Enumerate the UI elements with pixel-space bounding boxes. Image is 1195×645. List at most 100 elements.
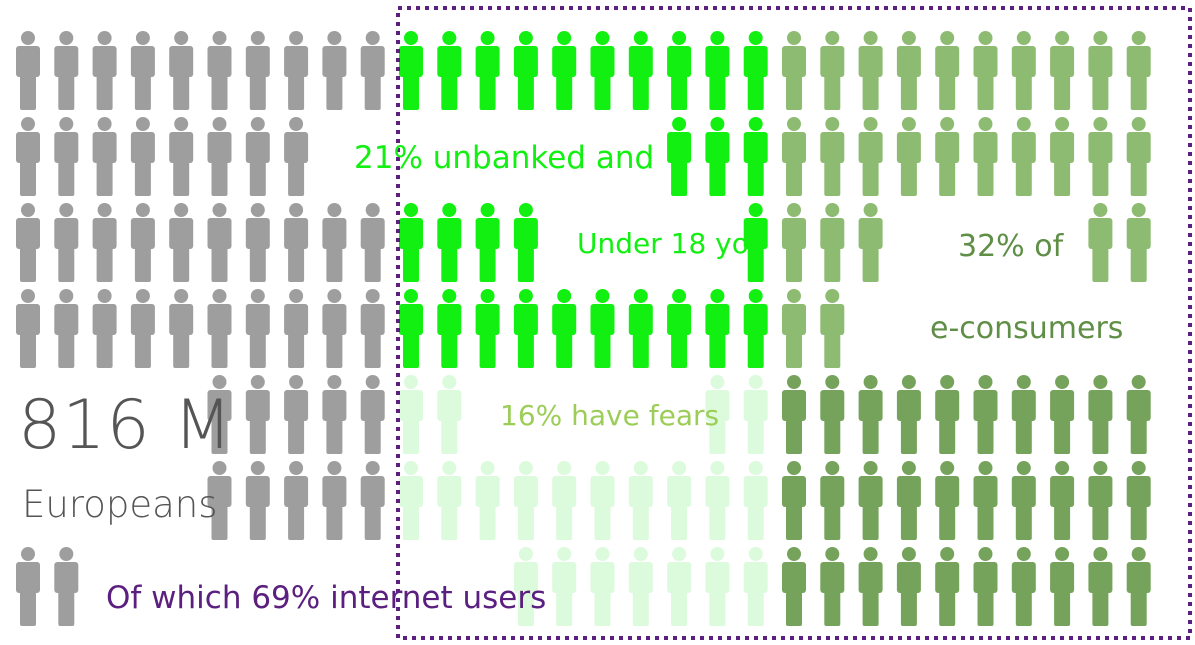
person-icon	[628, 461, 653, 540]
person-icon	[782, 461, 806, 540]
person-icon	[782, 375, 806, 454]
person-icon	[130, 31, 155, 110]
person-icon	[245, 203, 270, 282]
person-icon	[743, 117, 768, 196]
person-icon	[667, 117, 692, 196]
person-icon	[820, 117, 845, 196]
person-icon	[322, 461, 347, 540]
person-icon	[360, 203, 385, 282]
person-icon	[207, 117, 232, 196]
person-icon	[399, 461, 423, 540]
person-icon	[782, 289, 806, 368]
person-icon	[437, 375, 462, 454]
person-icon	[54, 289, 79, 368]
person-icon	[207, 203, 232, 282]
person-icon	[590, 461, 615, 540]
person-icon	[705, 289, 730, 368]
under-18-label: Under 18 yo	[577, 227, 749, 260]
person-icon	[284, 461, 309, 540]
person-icon	[973, 117, 998, 196]
person-icon	[322, 289, 347, 368]
person-icon	[169, 31, 194, 110]
person-icon	[628, 547, 653, 626]
person-icon	[782, 203, 806, 282]
person-icon	[1011, 31, 1036, 110]
person-icon	[935, 461, 960, 540]
person-icon	[782, 31, 806, 110]
person-icon	[437, 31, 462, 110]
unbanked-label: 21% unbanked and	[354, 140, 655, 176]
person-icon	[628, 289, 653, 368]
person-icon	[245, 375, 270, 454]
person-icon	[935, 117, 960, 196]
online-frame	[396, 6, 1192, 640]
person-icon	[92, 289, 117, 368]
person-icon	[1126, 375, 1151, 454]
person-icon	[858, 203, 883, 282]
person-icon	[1011, 547, 1036, 626]
person-icon	[475, 461, 500, 540]
person-icon	[54, 31, 79, 110]
person-icon	[16, 547, 40, 626]
person-icon	[399, 289, 423, 368]
person-icon	[896, 461, 921, 540]
person-icon	[667, 289, 692, 368]
person-icon	[973, 375, 998, 454]
person-icon	[820, 31, 845, 110]
person-icon	[322, 31, 347, 110]
person-icon	[743, 289, 768, 368]
person-icon	[935, 547, 960, 626]
person-icon	[667, 547, 692, 626]
person-icon	[1088, 461, 1113, 540]
europeans-label: Europeans	[22, 483, 218, 526]
person-icon	[552, 289, 577, 368]
person-icon	[1050, 31, 1075, 110]
person-icon	[1011, 375, 1036, 454]
person-icon	[705, 461, 730, 540]
person-icon	[858, 375, 883, 454]
person-icon	[1050, 547, 1075, 626]
person-icon	[743, 547, 768, 626]
person-icon	[16, 289, 40, 368]
person-icon	[437, 289, 462, 368]
person-icon	[1126, 31, 1151, 110]
person-icon	[513, 31, 538, 110]
person-icon	[399, 31, 423, 110]
person-icon	[245, 461, 270, 540]
e-consumers-label: e-consumers	[930, 311, 1124, 346]
person-icon	[245, 117, 270, 196]
person-icon	[1126, 117, 1151, 196]
person-icon	[935, 375, 960, 454]
person-icon	[284, 31, 309, 110]
person-icon	[169, 117, 194, 196]
person-icon	[552, 461, 577, 540]
person-icon	[169, 203, 194, 282]
person-icon	[858, 117, 883, 196]
e-consumers-percent-label: 32% of	[958, 229, 1064, 264]
person-icon	[590, 547, 615, 626]
person-icon	[858, 547, 883, 626]
person-icon	[935, 31, 960, 110]
person-icon	[590, 31, 615, 110]
person-icon	[973, 31, 998, 110]
person-icon	[743, 461, 768, 540]
person-icon	[130, 203, 155, 282]
person-icon	[1088, 117, 1113, 196]
person-icon	[130, 117, 155, 196]
person-icon	[1088, 375, 1113, 454]
person-icon	[322, 203, 347, 282]
person-icon	[1011, 117, 1036, 196]
person-icon	[1088, 203, 1113, 282]
person-icon	[207, 31, 232, 110]
person-icon	[284, 375, 309, 454]
person-icon	[858, 31, 883, 110]
person-icon	[1126, 547, 1151, 626]
person-icon	[1088, 31, 1113, 110]
total-population-value: 816 M	[18, 386, 234, 465]
person-icon	[1011, 461, 1036, 540]
person-icon	[360, 461, 385, 540]
person-icon	[552, 547, 577, 626]
person-icon	[820, 375, 845, 454]
person-icon	[169, 289, 194, 368]
person-icon	[743, 31, 768, 110]
